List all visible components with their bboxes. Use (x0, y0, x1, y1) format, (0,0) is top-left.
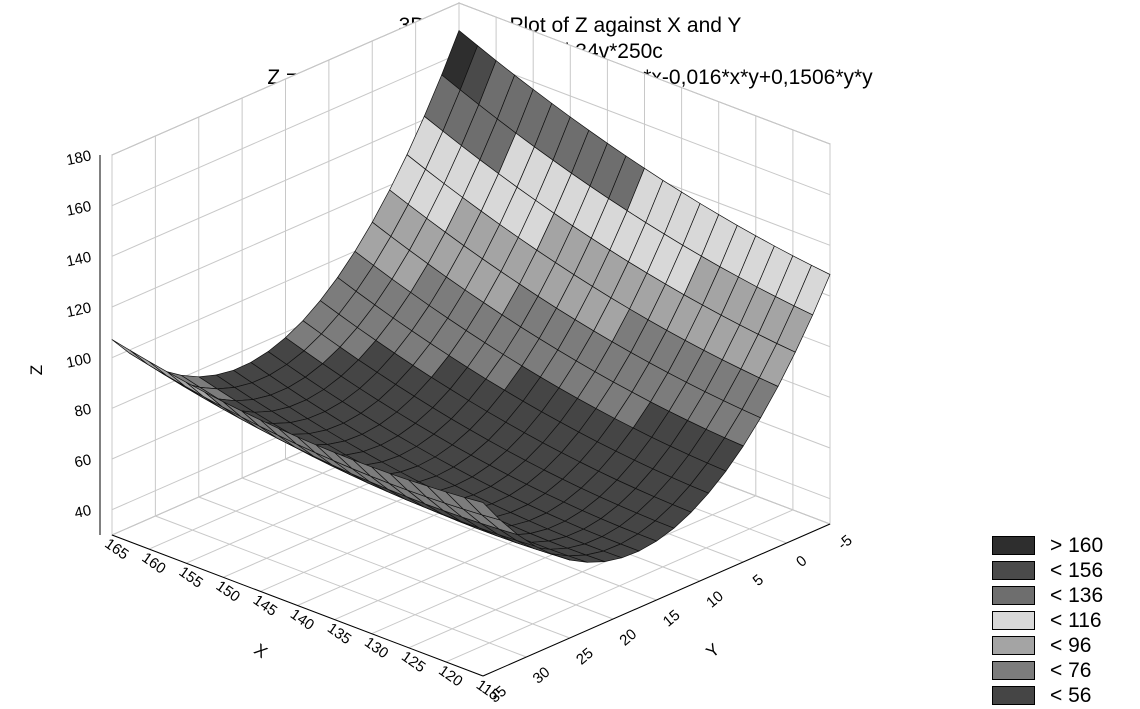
y-tick-label: -5 (835, 532, 856, 554)
x-tick-label: 145 (250, 592, 280, 620)
legend-item: < 96 (992, 634, 1138, 658)
z-tick-label: 140 (65, 249, 93, 271)
legend-label: < 156 (1050, 559, 1104, 582)
x-tick-label: 135 (324, 620, 354, 648)
y-tick-label: 0 (793, 552, 810, 570)
y-axis-title: Y (703, 640, 724, 662)
z-tick-label: 40 (73, 502, 93, 522)
legend-swatch (992, 636, 1035, 655)
x-tick-label: 160 (139, 549, 169, 577)
x-tick-label: 130 (361, 634, 391, 662)
y-tick-label: 10 (703, 588, 727, 612)
legend-label: < 96 (1050, 634, 1092, 657)
legend-swatch (992, 586, 1035, 605)
z-tick-label: 60 (73, 451, 93, 471)
z-tick-label: 180 (65, 147, 93, 169)
x-tick-label: 150 (213, 577, 243, 605)
legend-label: > 160 (1050, 534, 1104, 557)
legend-item: < 156 (992, 559, 1138, 583)
x-tick-label: 140 (287, 606, 317, 634)
y-tick-label: 15 (660, 607, 684, 631)
z-tick-label: 100 (65, 350, 93, 372)
legend-label: < 76 (1050, 659, 1092, 682)
x-tick-label: 165 (101, 535, 131, 563)
axis-layer (99, 155, 831, 677)
legend-item: < 76 (992, 659, 1138, 683)
x-tick-label: 155 (176, 563, 206, 591)
surface-patch (464, 497, 501, 521)
legend-swatch (992, 686, 1035, 705)
x-tick-label: 120 (435, 662, 465, 690)
x-tick-label: 125 (398, 648, 428, 676)
x-axis-title: X (251, 640, 271, 662)
z-tick-label: 120 (65, 299, 93, 321)
legend-label: < 56 (1050, 684, 1092, 707)
legend-swatch (992, 611, 1035, 630)
legend: > 160 < 156 < 136 < 116 < 96 < 76 < 56 (992, 534, 1138, 709)
y-tick-label: 25 (573, 645, 597, 669)
legend-item: > 160 (992, 534, 1138, 558)
z-tick-label: 80 (73, 401, 93, 421)
y-tick-label: 20 (616, 626, 640, 650)
legend-item: < 56 (992, 684, 1138, 708)
legend-item: < 116 (992, 609, 1138, 633)
legend-swatch (992, 561, 1035, 580)
legend-swatch (992, 661, 1035, 680)
z-tick-label: 160 (65, 198, 93, 220)
floor-line-x (445, 509, 794, 663)
legend-label: < 116 (1050, 609, 1102, 632)
x-axis-line (111, 534, 484, 677)
legend-swatch (992, 536, 1035, 555)
floor-line-x (408, 495, 757, 649)
legend-item: < 136 (992, 584, 1138, 608)
y-tick-label: 5 (750, 571, 767, 589)
legend-label: < 136 (1050, 584, 1104, 607)
surface-layer (111, 30, 831, 563)
y-axis-line (482, 523, 831, 677)
z-axis-title: Z (27, 365, 46, 375)
y-tick-label: 30 (530, 664, 554, 688)
